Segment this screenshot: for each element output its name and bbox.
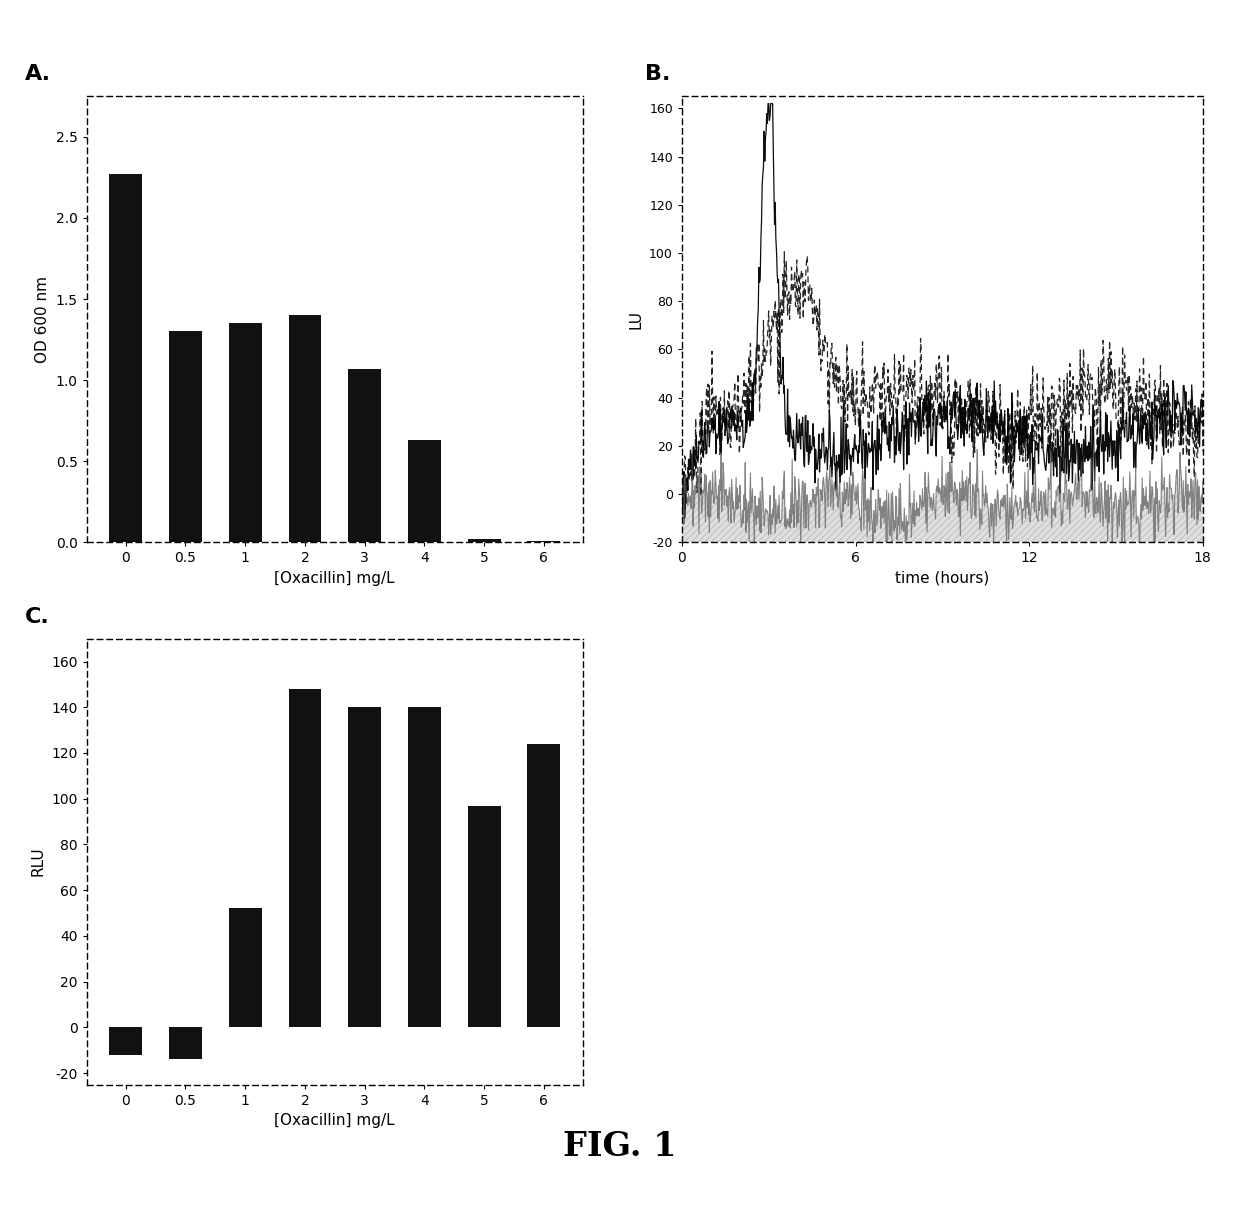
Bar [289, 689, 321, 1028]
X-axis label: [Oxacillin] mg/L: [Oxacillin] mg/L [274, 571, 396, 586]
Bar [348, 369, 381, 542]
Bar [408, 440, 440, 542]
Text: FIG. 1: FIG. 1 [563, 1130, 677, 1163]
Bar [467, 806, 501, 1028]
Text: B.: B. [645, 64, 670, 84]
Y-axis label: LU: LU [629, 310, 644, 329]
Bar [109, 1028, 143, 1054]
Bar [527, 541, 560, 542]
Bar [109, 175, 143, 542]
Text: C.: C. [25, 606, 50, 627]
Bar [527, 743, 560, 1028]
Bar [467, 539, 501, 542]
Bar [348, 707, 381, 1028]
X-axis label: [Oxacillin] mg/L: [Oxacillin] mg/L [274, 1113, 396, 1128]
Text: A.: A. [25, 64, 51, 84]
Bar [169, 1028, 202, 1059]
X-axis label: time (hours): time (hours) [895, 571, 990, 586]
Bar [229, 323, 262, 542]
Y-axis label: RLU: RLU [31, 847, 46, 876]
Bar [289, 316, 321, 542]
Y-axis label: OD 600 nm: OD 600 nm [35, 276, 50, 363]
Bar [408, 707, 440, 1028]
Bar [229, 909, 262, 1028]
Bar [169, 331, 202, 542]
